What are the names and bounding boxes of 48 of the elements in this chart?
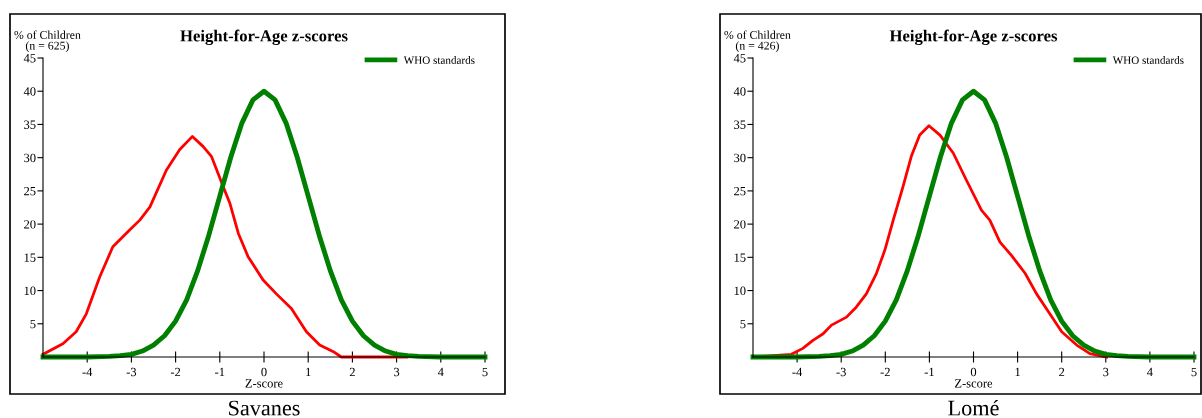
y-tick-label: 30 <box>734 153 746 163</box>
chart-title: Height-for-Age z-scores <box>180 29 348 46</box>
x-tick-label: 2 <box>349 367 355 377</box>
x-axis-title: Z-score <box>955 379 993 388</box>
x-tick-label: 1 <box>1015 367 1020 377</box>
y-tick-label: 20 <box>24 220 36 229</box>
text: Savanes <box>229 400 300 416</box>
y-axis-title: % of Children (n = 426) <box>724 30 791 53</box>
y-tick-label: 30 <box>24 153 36 163</box>
x-tick-label: 2 <box>1059 367 1065 377</box>
y-tick-label: 35 <box>24 120 36 129</box>
x-tick-label: 3 <box>394 367 400 377</box>
y-axis-title: % of Children (n = 625) <box>14 30 81 53</box>
x-tick-label: 3 <box>1103 367 1109 377</box>
legend-label: WHO standards <box>1112 56 1184 64</box>
x-tick-label: -1 <box>924 367 934 377</box>
y-tick-label: 25 <box>734 186 746 196</box>
y-tick-label: 10 <box>734 286 746 296</box>
y-tick-label: 45 <box>23 54 36 63</box>
x-axis-title: Z-score <box>245 379 283 388</box>
x-tick-label: -2 <box>170 367 181 377</box>
x-tick-label: 5 <box>482 367 488 377</box>
x-tick-label: 1 <box>306 367 311 377</box>
y-tick-label: 15 <box>734 253 746 262</box>
y-tick-label: 20 <box>734 220 746 229</box>
y-tick-label: 10 <box>24 286 36 296</box>
x-tick-label: 4 <box>437 367 444 377</box>
x-tick-label: -1 <box>215 367 225 377</box>
y-tick-label: 40 <box>733 87 746 96</box>
y-tick-label: 35 <box>734 120 746 129</box>
x-tick-label: -4 <box>792 367 803 377</box>
x-tick-label: -3 <box>836 367 846 377</box>
y-tick-label: 5 <box>740 319 746 329</box>
legend-label: WHO standards <box>403 56 475 64</box>
y-tick-label: 15 <box>24 253 36 262</box>
x-tick-label: 5 <box>1191 367 1197 377</box>
x-tick-label: 4 <box>1147 367 1153 377</box>
y-tick-label: 5 <box>30 319 36 329</box>
y-tick-label: 45 <box>733 54 746 63</box>
y-tick-label: 40 <box>23 87 36 96</box>
x-tick-label: -2 <box>880 367 890 377</box>
x-tick-label: -4 <box>82 367 93 377</box>
y-tick-label: 25 <box>24 186 36 196</box>
x-tick-label: -3 <box>126 367 137 377</box>
x-tick-label: 0 <box>970 367 977 377</box>
x-tick-label: 0 <box>261 367 267 377</box>
text: Lomé <box>948 399 999 416</box>
chart-title: Height-for-Age z-scores <box>889 29 1058 46</box>
